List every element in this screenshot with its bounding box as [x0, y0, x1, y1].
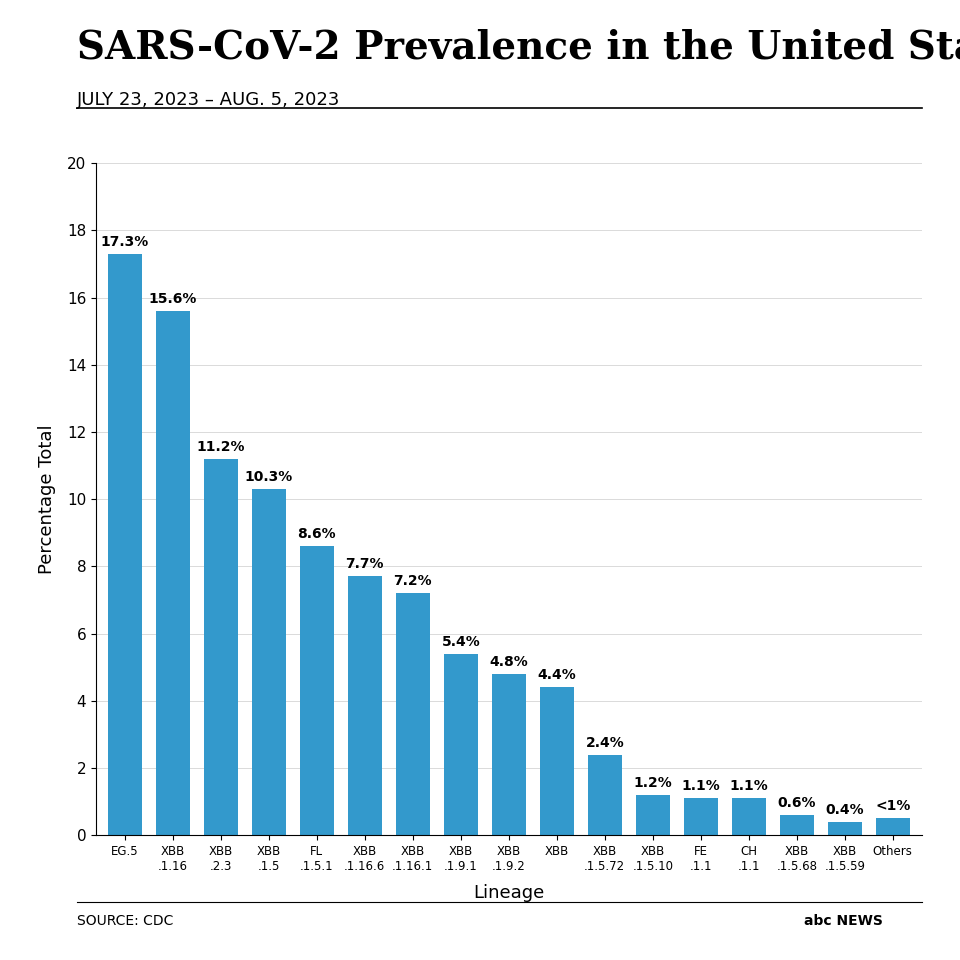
Bar: [780, 815, 813, 835]
Y-axis label: Percentage Total: Percentage Total: [37, 424, 56, 574]
Bar: [396, 593, 429, 835]
Bar: [636, 795, 669, 835]
Text: 4.4%: 4.4%: [538, 668, 576, 683]
Bar: [492, 674, 525, 835]
Bar: [588, 755, 621, 835]
Text: 17.3%: 17.3%: [101, 235, 149, 249]
Text: 2.4%: 2.4%: [586, 735, 624, 750]
Text: 1.1%: 1.1%: [730, 780, 768, 793]
Text: JULY 23, 2023 – AUG. 5, 2023: JULY 23, 2023 – AUG. 5, 2023: [77, 91, 340, 109]
Text: 1.1%: 1.1%: [682, 780, 720, 793]
Text: 10.3%: 10.3%: [245, 470, 293, 484]
Bar: [348, 576, 381, 835]
Text: 15.6%: 15.6%: [149, 292, 197, 306]
Bar: [300, 546, 333, 835]
Text: 7.2%: 7.2%: [394, 574, 432, 588]
Text: 7.7%: 7.7%: [346, 558, 384, 571]
X-axis label: Lineage: Lineage: [473, 884, 544, 902]
Text: abc NEWS: abc NEWS: [804, 914, 883, 928]
Text: SARS-CoV-2 Prevalence in the United States: SARS-CoV-2 Prevalence in the United Stat…: [77, 29, 960, 67]
Text: SOURCE: CDC: SOURCE: CDC: [77, 914, 173, 928]
Bar: [108, 253, 141, 835]
Bar: [444, 654, 477, 835]
Bar: [732, 799, 765, 835]
Text: 5.4%: 5.4%: [442, 635, 480, 649]
Text: 4.8%: 4.8%: [490, 655, 528, 669]
Bar: [540, 687, 573, 835]
Bar: [684, 799, 717, 835]
Text: 1.2%: 1.2%: [634, 776, 672, 790]
Text: 0.6%: 0.6%: [778, 796, 816, 810]
Bar: [876, 818, 909, 835]
Bar: [156, 311, 189, 835]
Text: 11.2%: 11.2%: [197, 440, 245, 454]
Bar: [252, 489, 285, 835]
Bar: [204, 459, 237, 835]
Text: <1%: <1%: [876, 800, 910, 813]
Text: 0.4%: 0.4%: [826, 803, 864, 817]
Bar: [828, 822, 861, 835]
Text: 8.6%: 8.6%: [298, 527, 336, 541]
